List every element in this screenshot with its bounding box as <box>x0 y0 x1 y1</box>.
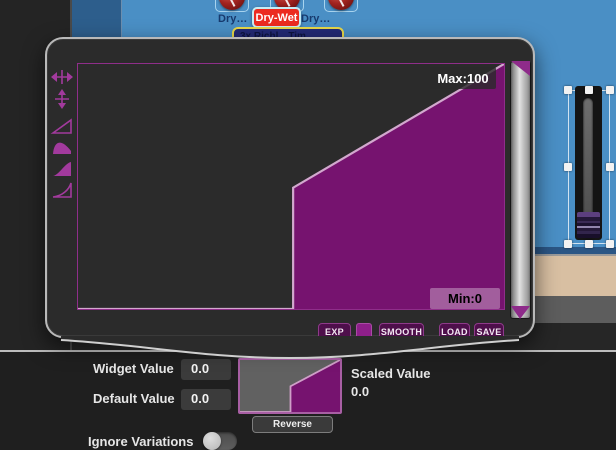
selection-handle[interactable] <box>606 240 614 248</box>
curve-preview[interactable] <box>238 358 342 414</box>
selection-handle[interactable] <box>606 86 614 94</box>
exp-curve-icon[interactable] <box>50 179 74 200</box>
default-value-field[interactable]: 0.0 <box>181 389 231 410</box>
curve-graphic <box>78 64 504 309</box>
load-button[interactable]: LOAD <box>439 323 470 340</box>
selection-handle[interactable] <box>564 240 572 248</box>
knob-label: Dry… <box>301 13 331 25</box>
sidebar-partial-glyph: ) <box>0 138 1 162</box>
save-button[interactable]: SAVE <box>474 323 504 340</box>
selection-handle[interactable] <box>606 163 614 171</box>
curve-color-swatch[interactable] <box>356 323 372 339</box>
toggle-knob <box>203 432 221 450</box>
fader-body[interactable] <box>575 86 602 240</box>
curve-plot-area[interactable] <box>77 63 505 310</box>
range-slider-bottom-thumb[interactable] <box>511 306 530 319</box>
widget-value-field[interactable]: 0.0 <box>181 359 231 380</box>
knob-widget[interactable] <box>328 0 354 10</box>
selection-handle[interactable] <box>585 240 593 248</box>
knob-widget[interactable] <box>219 0 245 10</box>
widget-value-label: Widget Value <box>93 361 174 376</box>
default-value-label: Default Value <box>93 391 175 406</box>
max-value-label[interactable]: Max:100 <box>430 67 496 89</box>
knob-tile <box>324 0 358 12</box>
properties-panel: Widget Value 0.0 Default Value 0.0 Rever… <box>0 350 616 450</box>
ignore-variations-toggle[interactable] <box>203 432 237 450</box>
fader-track[interactable] <box>583 98 593 226</box>
curve-editor-popup: Max:100 Min:0 EXP SMOOTH LOAD SAVE <box>45 37 535 340</box>
exp-button[interactable]: EXP <box>318 323 351 340</box>
selection-handle[interactable] <box>564 86 572 94</box>
knob-label: Dry… <box>218 13 248 25</box>
fader-cap[interactable] <box>577 212 600 238</box>
move-horizontal-icon[interactable] <box>50 67 74 88</box>
min-value-label[interactable]: Min:0 <box>430 288 500 309</box>
linear-curve-icon[interactable] <box>50 116 74 137</box>
knob-tile <box>215 0 249 12</box>
scaled-value-label: Scaled Value <box>351 366 431 381</box>
fader-widget-selected[interactable] <box>560 82 614 254</box>
exp-fill-curve-icon[interactable] <box>50 158 74 179</box>
smooth-button[interactable]: SMOOTH <box>379 323 424 340</box>
selection-handle[interactable] <box>585 86 593 94</box>
range-slider-top-thumb[interactable] <box>511 61 530 76</box>
knob-widget[interactable] <box>274 0 300 10</box>
ignore-variations-label: Ignore Variations <box>88 434 194 449</box>
selection-handle[interactable] <box>564 163 572 171</box>
range-slider[interactable] <box>510 61 531 319</box>
log-curve-icon[interactable] <box>50 136 74 157</box>
reverse-button[interactable]: Reverse <box>252 416 333 433</box>
dry-wet-badge[interactable]: Dry-Wet <box>252 7 301 28</box>
move-vertical-icon[interactable] <box>50 89 74 110</box>
curve-preview-graphic <box>240 360 340 412</box>
scaled-value: 0.0 <box>351 384 370 399</box>
